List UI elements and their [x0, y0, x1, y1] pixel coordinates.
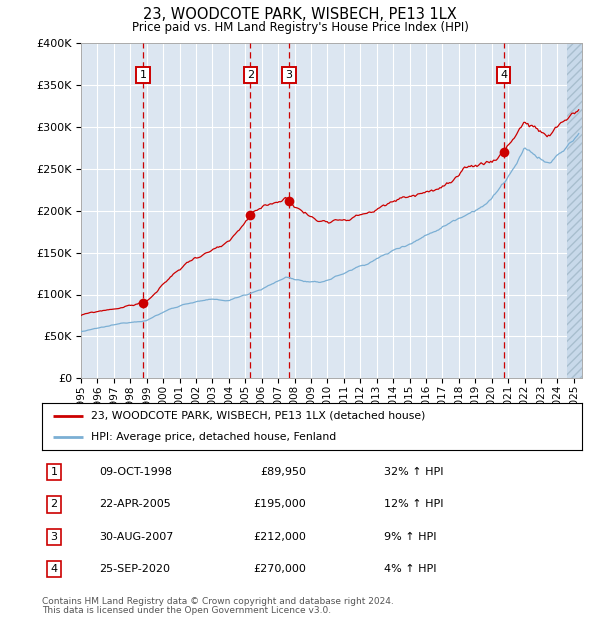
Text: 1: 1 [139, 70, 146, 80]
Bar [567, 43, 582, 378]
Text: HPI: Average price, detached house, Fenland: HPI: Average price, detached house, Fenl… [91, 432, 336, 442]
Text: 4: 4 [50, 564, 58, 574]
Text: 9% ↑ HPI: 9% ↑ HPI [384, 532, 437, 542]
Text: 3: 3 [50, 532, 58, 542]
Text: 23, WOODCOTE PARK, WISBECH, PE13 1LX: 23, WOODCOTE PARK, WISBECH, PE13 1LX [143, 7, 457, 22]
Text: Price paid vs. HM Land Registry's House Price Index (HPI): Price paid vs. HM Land Registry's House … [131, 21, 469, 34]
Text: 3: 3 [286, 70, 292, 80]
Text: 1: 1 [50, 467, 58, 477]
Text: 30-AUG-2007: 30-AUG-2007 [99, 532, 173, 542]
Text: 4% ↑ HPI: 4% ↑ HPI [384, 564, 437, 574]
Text: 4: 4 [500, 70, 507, 80]
Text: Contains HM Land Registry data © Crown copyright and database right 2024.: Contains HM Land Registry data © Crown c… [42, 597, 394, 606]
Text: 2: 2 [247, 70, 254, 80]
Text: £89,950: £89,950 [260, 467, 306, 477]
Text: 25-SEP-2020: 25-SEP-2020 [99, 564, 170, 574]
Text: 09-OCT-1998: 09-OCT-1998 [99, 467, 172, 477]
Text: 32% ↑ HPI: 32% ↑ HPI [384, 467, 443, 477]
Text: £270,000: £270,000 [253, 564, 306, 574]
Text: 23, WOODCOTE PARK, WISBECH, PE13 1LX (detached house): 23, WOODCOTE PARK, WISBECH, PE13 1LX (de… [91, 410, 425, 420]
Text: This data is licensed under the Open Government Licence v3.0.: This data is licensed under the Open Gov… [42, 606, 331, 615]
Text: 2: 2 [50, 500, 58, 510]
Text: £212,000: £212,000 [253, 532, 306, 542]
Text: £195,000: £195,000 [253, 500, 306, 510]
Text: 12% ↑ HPI: 12% ↑ HPI [384, 500, 443, 510]
Bar [567, 43, 582, 378]
Text: 22-APR-2005: 22-APR-2005 [99, 500, 171, 510]
